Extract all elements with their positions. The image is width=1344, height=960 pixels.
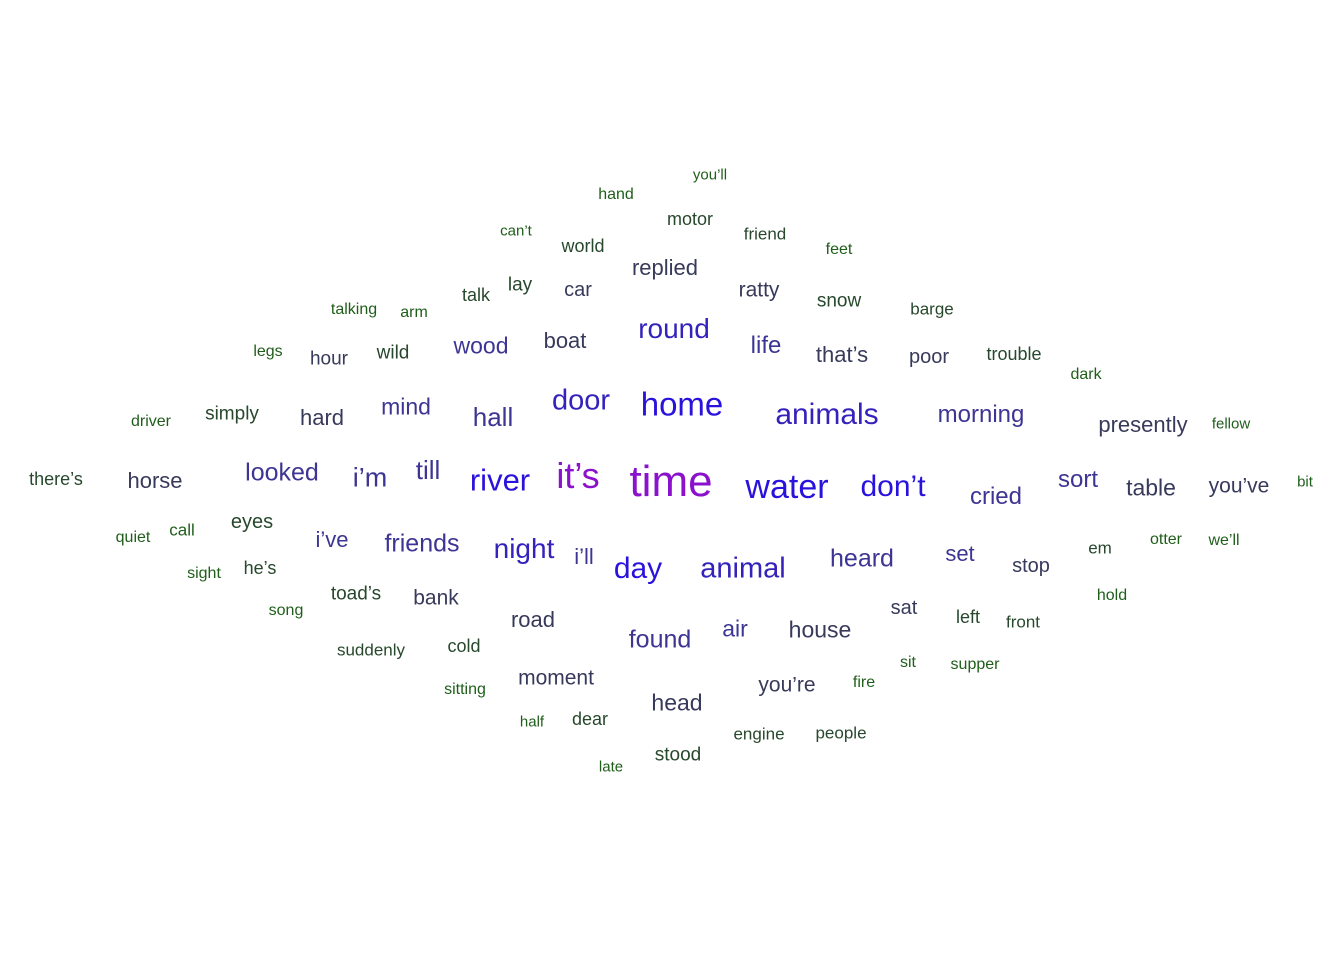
word-bank: bank <box>413 586 459 610</box>
word-front: front <box>1005 612 1041 632</box>
word-sight: sight <box>187 565 221 582</box>
word-poor: poor <box>908 346 950 368</box>
word-home: home <box>640 385 724 423</box>
word-river: river <box>469 462 531 498</box>
word-snow: snow <box>816 290 862 312</box>
word-life: life <box>750 332 782 359</box>
word-well: we’ll <box>1208 532 1240 549</box>
word-engine: engine <box>733 724 785 744</box>
word-song: song <box>268 602 304 619</box>
word-stop: stop <box>1012 555 1050 577</box>
word-head: head <box>651 689 703 716</box>
word-talking: talking <box>330 301 378 318</box>
word-talk: talk <box>461 285 491 305</box>
word-water: water <box>745 468 829 506</box>
word-found: found <box>628 625 692 654</box>
word-animal: animal <box>700 552 786 585</box>
word-fellow: fellow <box>1211 415 1251 433</box>
word-im: i’m <box>352 462 388 493</box>
word-time: time <box>629 457 713 506</box>
word-friends: friends <box>384 529 460 558</box>
word-night: night <box>493 533 555 564</box>
word-youll: you’ll <box>692 166 728 184</box>
word-simply: simply <box>205 403 259 425</box>
word-hard: hard <box>299 405 345 430</box>
word-boat: boat <box>543 328 587 353</box>
word-lay: lay <box>507 274 533 296</box>
word-call: call <box>169 520 195 540</box>
word-ratty: ratty <box>738 278 780 302</box>
word-eyes: eyes <box>230 511 274 533</box>
word-world: world <box>561 236 605 256</box>
word-hour: hour <box>309 348 349 370</box>
word-sitting: sitting <box>444 681 486 698</box>
word-wild: wild <box>376 342 410 364</box>
word-mind: mind <box>381 393 431 420</box>
word-em: em <box>1088 538 1112 558</box>
word-car: car <box>564 279 592 301</box>
word-suddenly: suddenly <box>336 640 406 660</box>
word-hall: hall <box>472 402 514 432</box>
word-arm: arm <box>400 304 428 321</box>
word-house: house <box>788 616 852 643</box>
word-dark: dark <box>1070 366 1102 383</box>
word-sit: sit <box>900 654 916 671</box>
word-day: day <box>613 552 663 585</box>
word-supper: supper <box>950 656 1000 673</box>
word-horse: horse <box>127 468 183 493</box>
word-sat: sat <box>890 597 918 619</box>
word-presently: presently <box>1098 412 1188 437</box>
word-thats: that’s <box>815 342 869 367</box>
word-cant: can’t <box>500 222 532 240</box>
word-otter: otter <box>1149 531 1183 548</box>
word-road: road <box>510 607 556 632</box>
word-ill: i’ll <box>574 544 594 569</box>
word-left: left <box>955 607 981 627</box>
word-round: round <box>638 313 710 344</box>
word-its: it’s <box>556 455 600 496</box>
word-theres: there’s <box>29 469 83 489</box>
word-animals: animals <box>775 398 879 431</box>
word-dear: dear <box>571 709 609 729</box>
word-sort: sort <box>1057 466 1099 493</box>
word-friend: friend <box>743 224 787 244</box>
word-bit: bit <box>1297 473 1313 491</box>
word-till: till <box>415 455 441 485</box>
word-replied: replied <box>631 255 699 280</box>
word-cried: cried <box>969 483 1023 510</box>
word-hold: hold <box>1096 587 1128 604</box>
word-feet: feet <box>825 241 853 258</box>
word-barge: barge <box>910 299 954 319</box>
word-legs: legs <box>253 343 283 360</box>
word-cold: cold <box>447 636 481 656</box>
word-late: late <box>598 758 624 776</box>
word-quiet: quiet <box>115 529 151 546</box>
word-air: air <box>722 615 748 642</box>
word-ive: i’ve <box>315 527 349 552</box>
word-moment: moment <box>518 666 594 690</box>
word-morning: morning <box>937 401 1025 428</box>
word-door: door <box>551 384 611 417</box>
word-half: half <box>519 713 545 731</box>
word-hand: hand <box>598 186 634 203</box>
word-wood: wood <box>453 332 509 359</box>
word-toads: toad’s <box>330 583 382 605</box>
word-stood: stood <box>654 744 702 766</box>
word-fire: fire <box>852 674 876 691</box>
word-set: set <box>945 541 975 566</box>
word-dont: don’t <box>860 470 926 503</box>
word-heard: heard <box>830 544 894 573</box>
word-motor: motor <box>666 209 714 229</box>
word-driver: driver <box>130 413 172 430</box>
word-hes: he’s <box>243 558 277 578</box>
word-table: table <box>1126 474 1176 501</box>
word-looked: looked <box>245 458 319 487</box>
word-trouble: trouble <box>986 344 1042 364</box>
word-people: people <box>815 723 867 743</box>
word-youre: you’re <box>758 673 816 697</box>
word-youve: you’ve <box>1208 474 1270 498</box>
